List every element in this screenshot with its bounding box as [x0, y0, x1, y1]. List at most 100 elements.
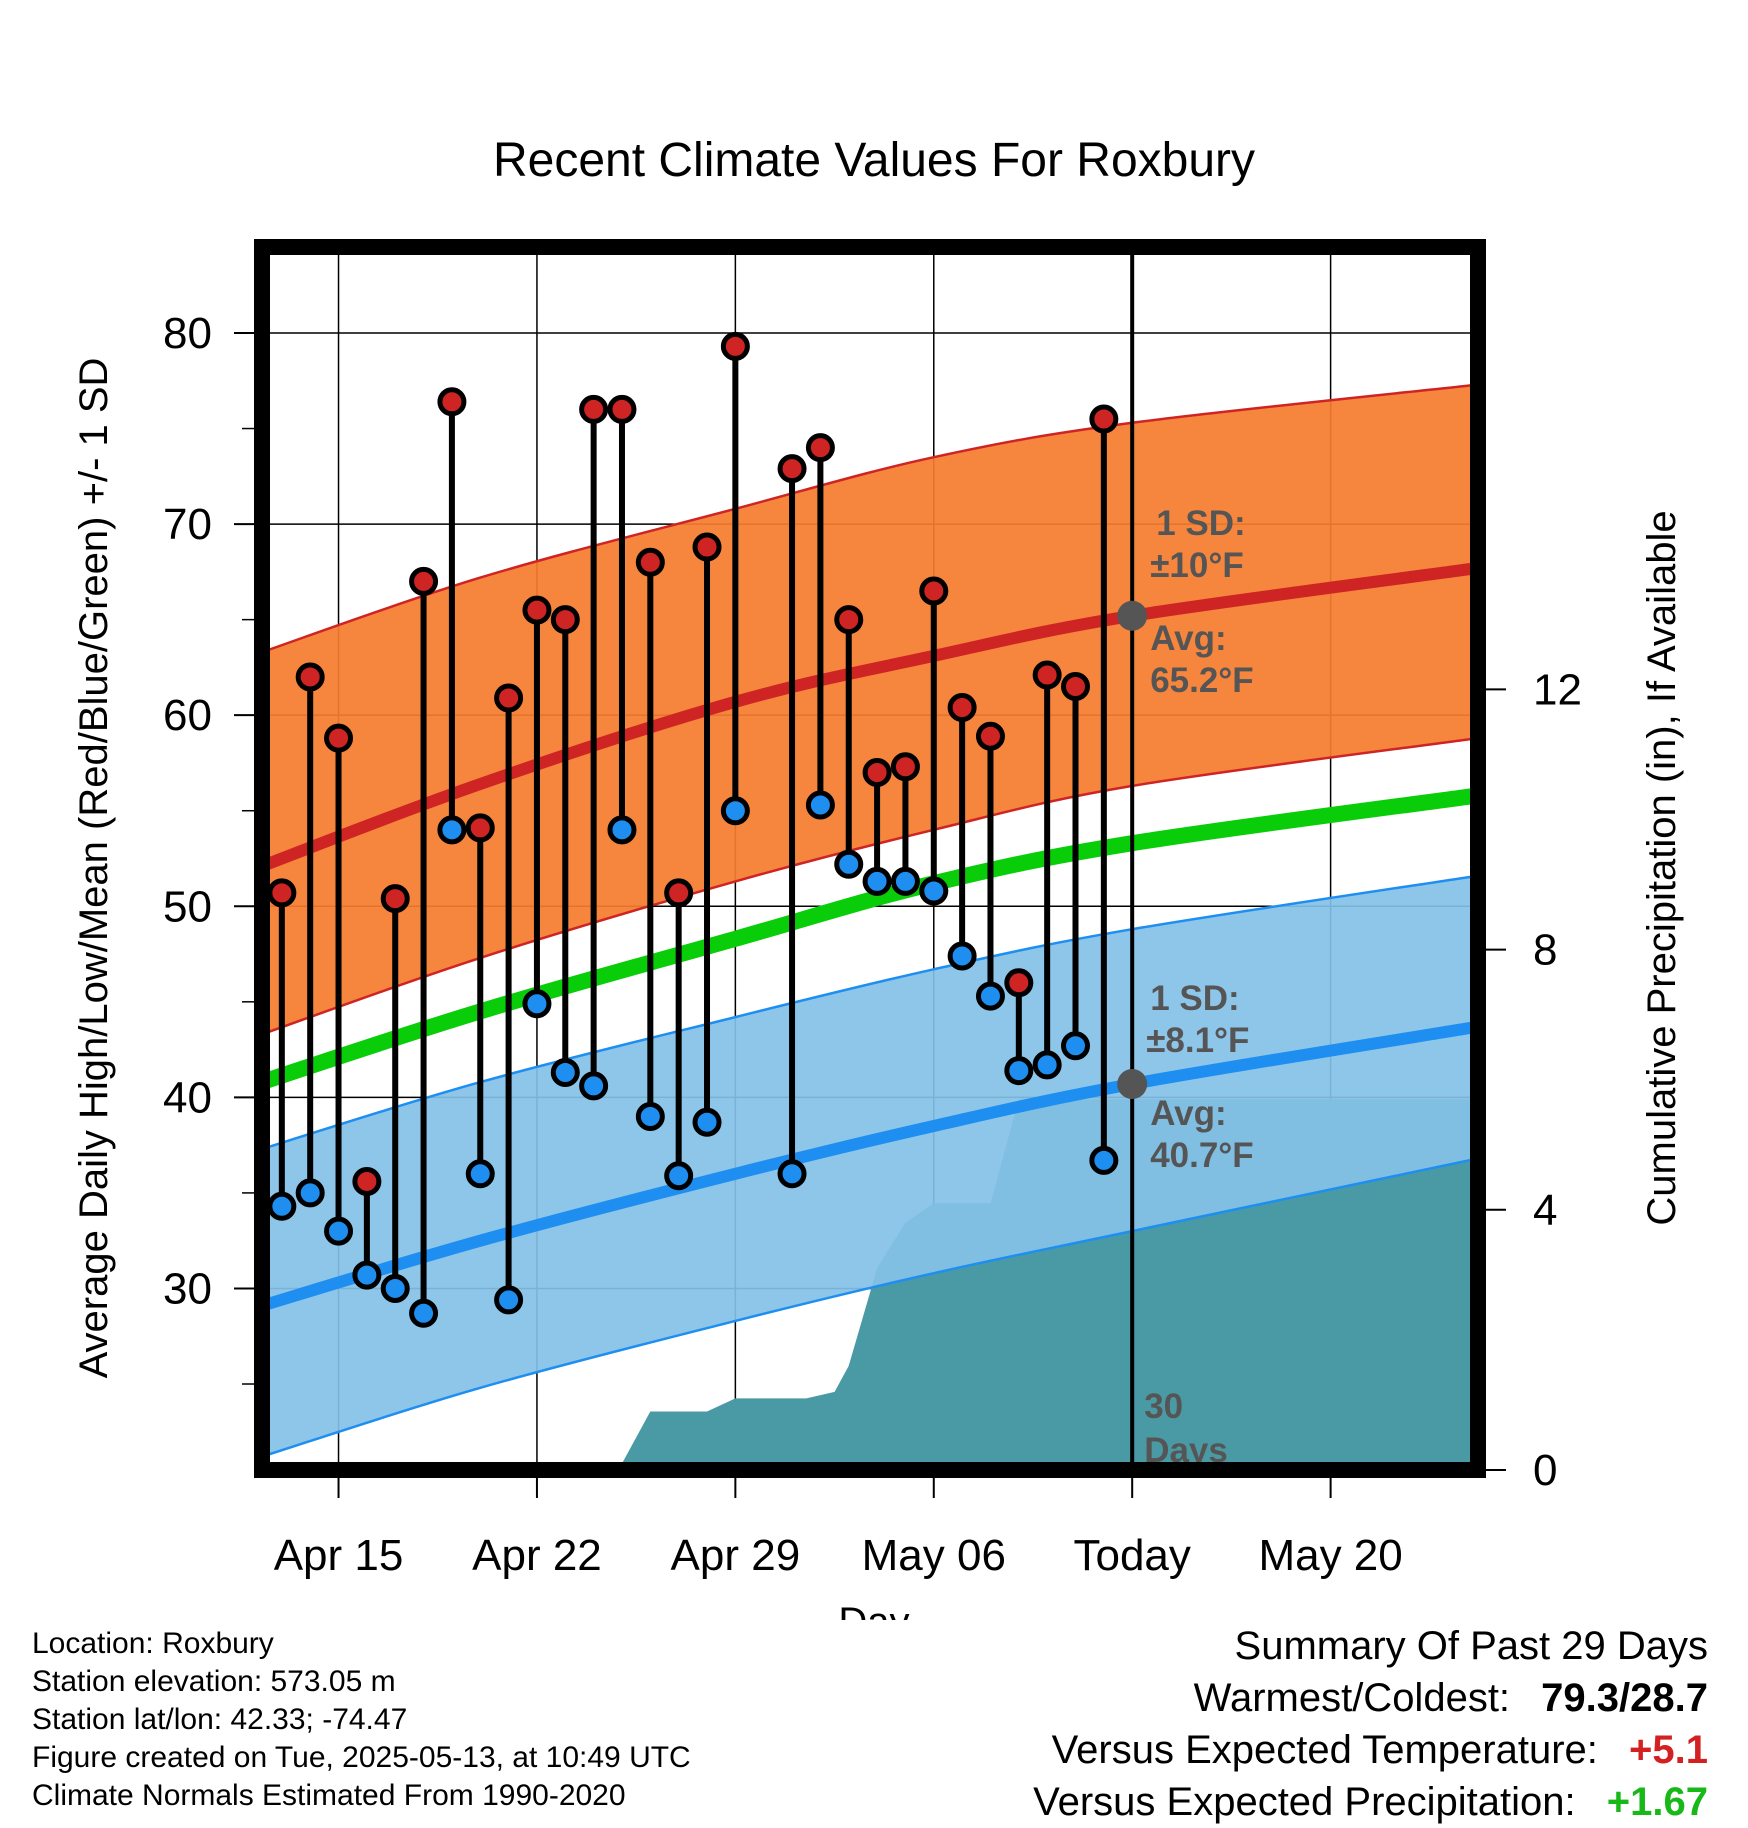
low-temp-point: [890, 866, 920, 896]
high-temp-point: [607, 394, 637, 424]
created-text: Figure created on Tue, 2025-05-13, at 10…: [32, 1741, 691, 1774]
mean-avg-line: [262, 787, 1478, 1090]
summary-panel: Summary Of Past 29 Days Warmest/Coldest:…: [1033, 1620, 1708, 1828]
y-tick-label: 50: [163, 882, 212, 931]
low-temp-point: [324, 1216, 354, 1246]
high-temp-point: [890, 752, 920, 782]
low-temp-point: [267, 1191, 297, 1221]
y-tick-label: 60: [163, 691, 212, 740]
low-temp-point: [664, 1161, 694, 1191]
normals-text: Climate Normals Estimated From 1990-2020: [32, 1779, 626, 1812]
low-temp-point: [1032, 1050, 1062, 1080]
low-avg-today-dot: [1117, 1068, 1148, 1099]
high-temp-point: [834, 605, 864, 635]
y-tick-label: 40: [163, 1073, 212, 1122]
high-temp-point: [352, 1166, 382, 1196]
low-sd-value: ±8.1°F: [1146, 1021, 1249, 1060]
low-upper-edge: [262, 874, 1478, 1151]
low-temp-point: [352, 1260, 382, 1290]
low-temp-point: [550, 1058, 580, 1088]
high-temp-point: [494, 683, 524, 713]
plot-frame: [254, 239, 1486, 1478]
climate-chart: Recent Climate Values For Roxbury 1 SD:±…: [72, 134, 1684, 1620]
low-avg-line: [262, 1020, 1478, 1312]
low-sd-band: [262, 875, 1478, 1457]
low-temp-point: [380, 1273, 410, 1303]
x-axis-label: Day: [838, 1600, 909, 1620]
warm-cold-value: 79.3/28.7: [1541, 1676, 1708, 1720]
x-tick-label: Apr 22: [472, 1531, 602, 1580]
temp-value: +5.1: [1629, 1728, 1708, 1772]
days-count: 30: [1144, 1387, 1183, 1426]
high-temp-point: [579, 394, 609, 424]
low-temp-point: [494, 1285, 524, 1315]
low-temp-point: [1004, 1056, 1034, 1086]
station-info: Location: Roxbury Station elevation: 573…: [32, 1625, 691, 1815]
summary-temp: Versus Expected Temperature: +5.1: [1033, 1724, 1708, 1776]
low-sd-label: 1 SD:: [1150, 979, 1239, 1018]
high-temp-point: [975, 721, 1005, 751]
high-sd-value: ±10°F: [1150, 546, 1244, 585]
high-temp-point: [380, 884, 410, 914]
low-temp-point: [1061, 1031, 1091, 1061]
x-tick-label: Apr 29: [671, 1531, 801, 1580]
summary-precip: Versus Expected Precipitation: +1.67: [1033, 1776, 1708, 1828]
x-tick-label: May 06: [862, 1531, 1006, 1580]
precip-label: Versus Expected Precipitation:: [1033, 1780, 1576, 1824]
high-upper-edge: [262, 383, 1478, 654]
high-temp-point: [947, 693, 977, 723]
y-tick-label: 80: [163, 309, 212, 358]
x-tick-label: Today: [1073, 1531, 1190, 1580]
high-temp-point: [862, 758, 892, 788]
elevation-text: Station elevation: 573.05 m: [32, 1665, 396, 1698]
high-temp-point: [1004, 968, 1034, 998]
low-temp-point: [522, 989, 552, 1019]
temp-label: Versus Expected Temperature:: [1051, 1728, 1598, 1772]
low-temp-point: [919, 876, 949, 906]
x-tick-label: May 20: [1258, 1531, 1402, 1580]
high-avg-today-dot: [1117, 600, 1148, 631]
high-avg-label: Avg:: [1150, 619, 1226, 658]
low-temp-point: [834, 849, 864, 879]
high-avg-line: [262, 562, 1478, 872]
high-temp-point: [295, 662, 325, 692]
latlon-text: Station lat/lon: 42.33; -74.47: [32, 1703, 408, 1736]
high-temp-point: [720, 331, 750, 361]
high-temp-point: [324, 723, 354, 753]
low-temp-point: [465, 1159, 495, 1189]
low-temp-point: [947, 941, 977, 971]
high-temp-point: [635, 547, 665, 577]
low-temp-point: [607, 815, 637, 845]
y2-tick-label: 0: [1533, 1446, 1557, 1495]
summary-title: Summary Of Past 29 Days: [1234, 1624, 1708, 1668]
low-lower-edge: [262, 1157, 1478, 1458]
high-temp-point: [1032, 660, 1062, 690]
high-temp-point: [805, 433, 835, 463]
plot-clipped: [262, 247, 1478, 1470]
y-axis-label: Average Daily High/Low/Mean (Red/Blue/Gr…: [72, 358, 116, 1379]
high-sd-label: 1 SD:: [1156, 504, 1245, 543]
low-avg-value: 40.7°F: [1150, 1136, 1254, 1175]
high-temp-point: [692, 532, 722, 562]
high-temp-point: [664, 878, 694, 908]
precip-value: +1.67: [1606, 1780, 1708, 1824]
low-avg-label: Avg:: [1150, 1094, 1226, 1133]
high-temp-point: [777, 454, 807, 484]
low-temp-point: [295, 1178, 325, 1208]
low-temp-point: [692, 1107, 722, 1137]
y-tick-label: 70: [163, 500, 212, 549]
low-temp-point: [862, 866, 892, 896]
high-temp-point: [1089, 404, 1119, 434]
high-temp-point: [409, 566, 439, 596]
low-temp-point: [635, 1101, 665, 1131]
high-temp-point: [919, 576, 949, 606]
low-temp-point: [409, 1298, 439, 1328]
low-temp-point: [975, 981, 1005, 1011]
x-tick-label: Apr 15: [274, 1531, 404, 1580]
high-temp-point: [550, 605, 580, 635]
high-temp-point: [465, 813, 495, 843]
chart-title: Recent Climate Values For Roxbury: [493, 134, 1255, 187]
low-temp-point: [777, 1159, 807, 1189]
high-temp-point: [1061, 672, 1091, 702]
